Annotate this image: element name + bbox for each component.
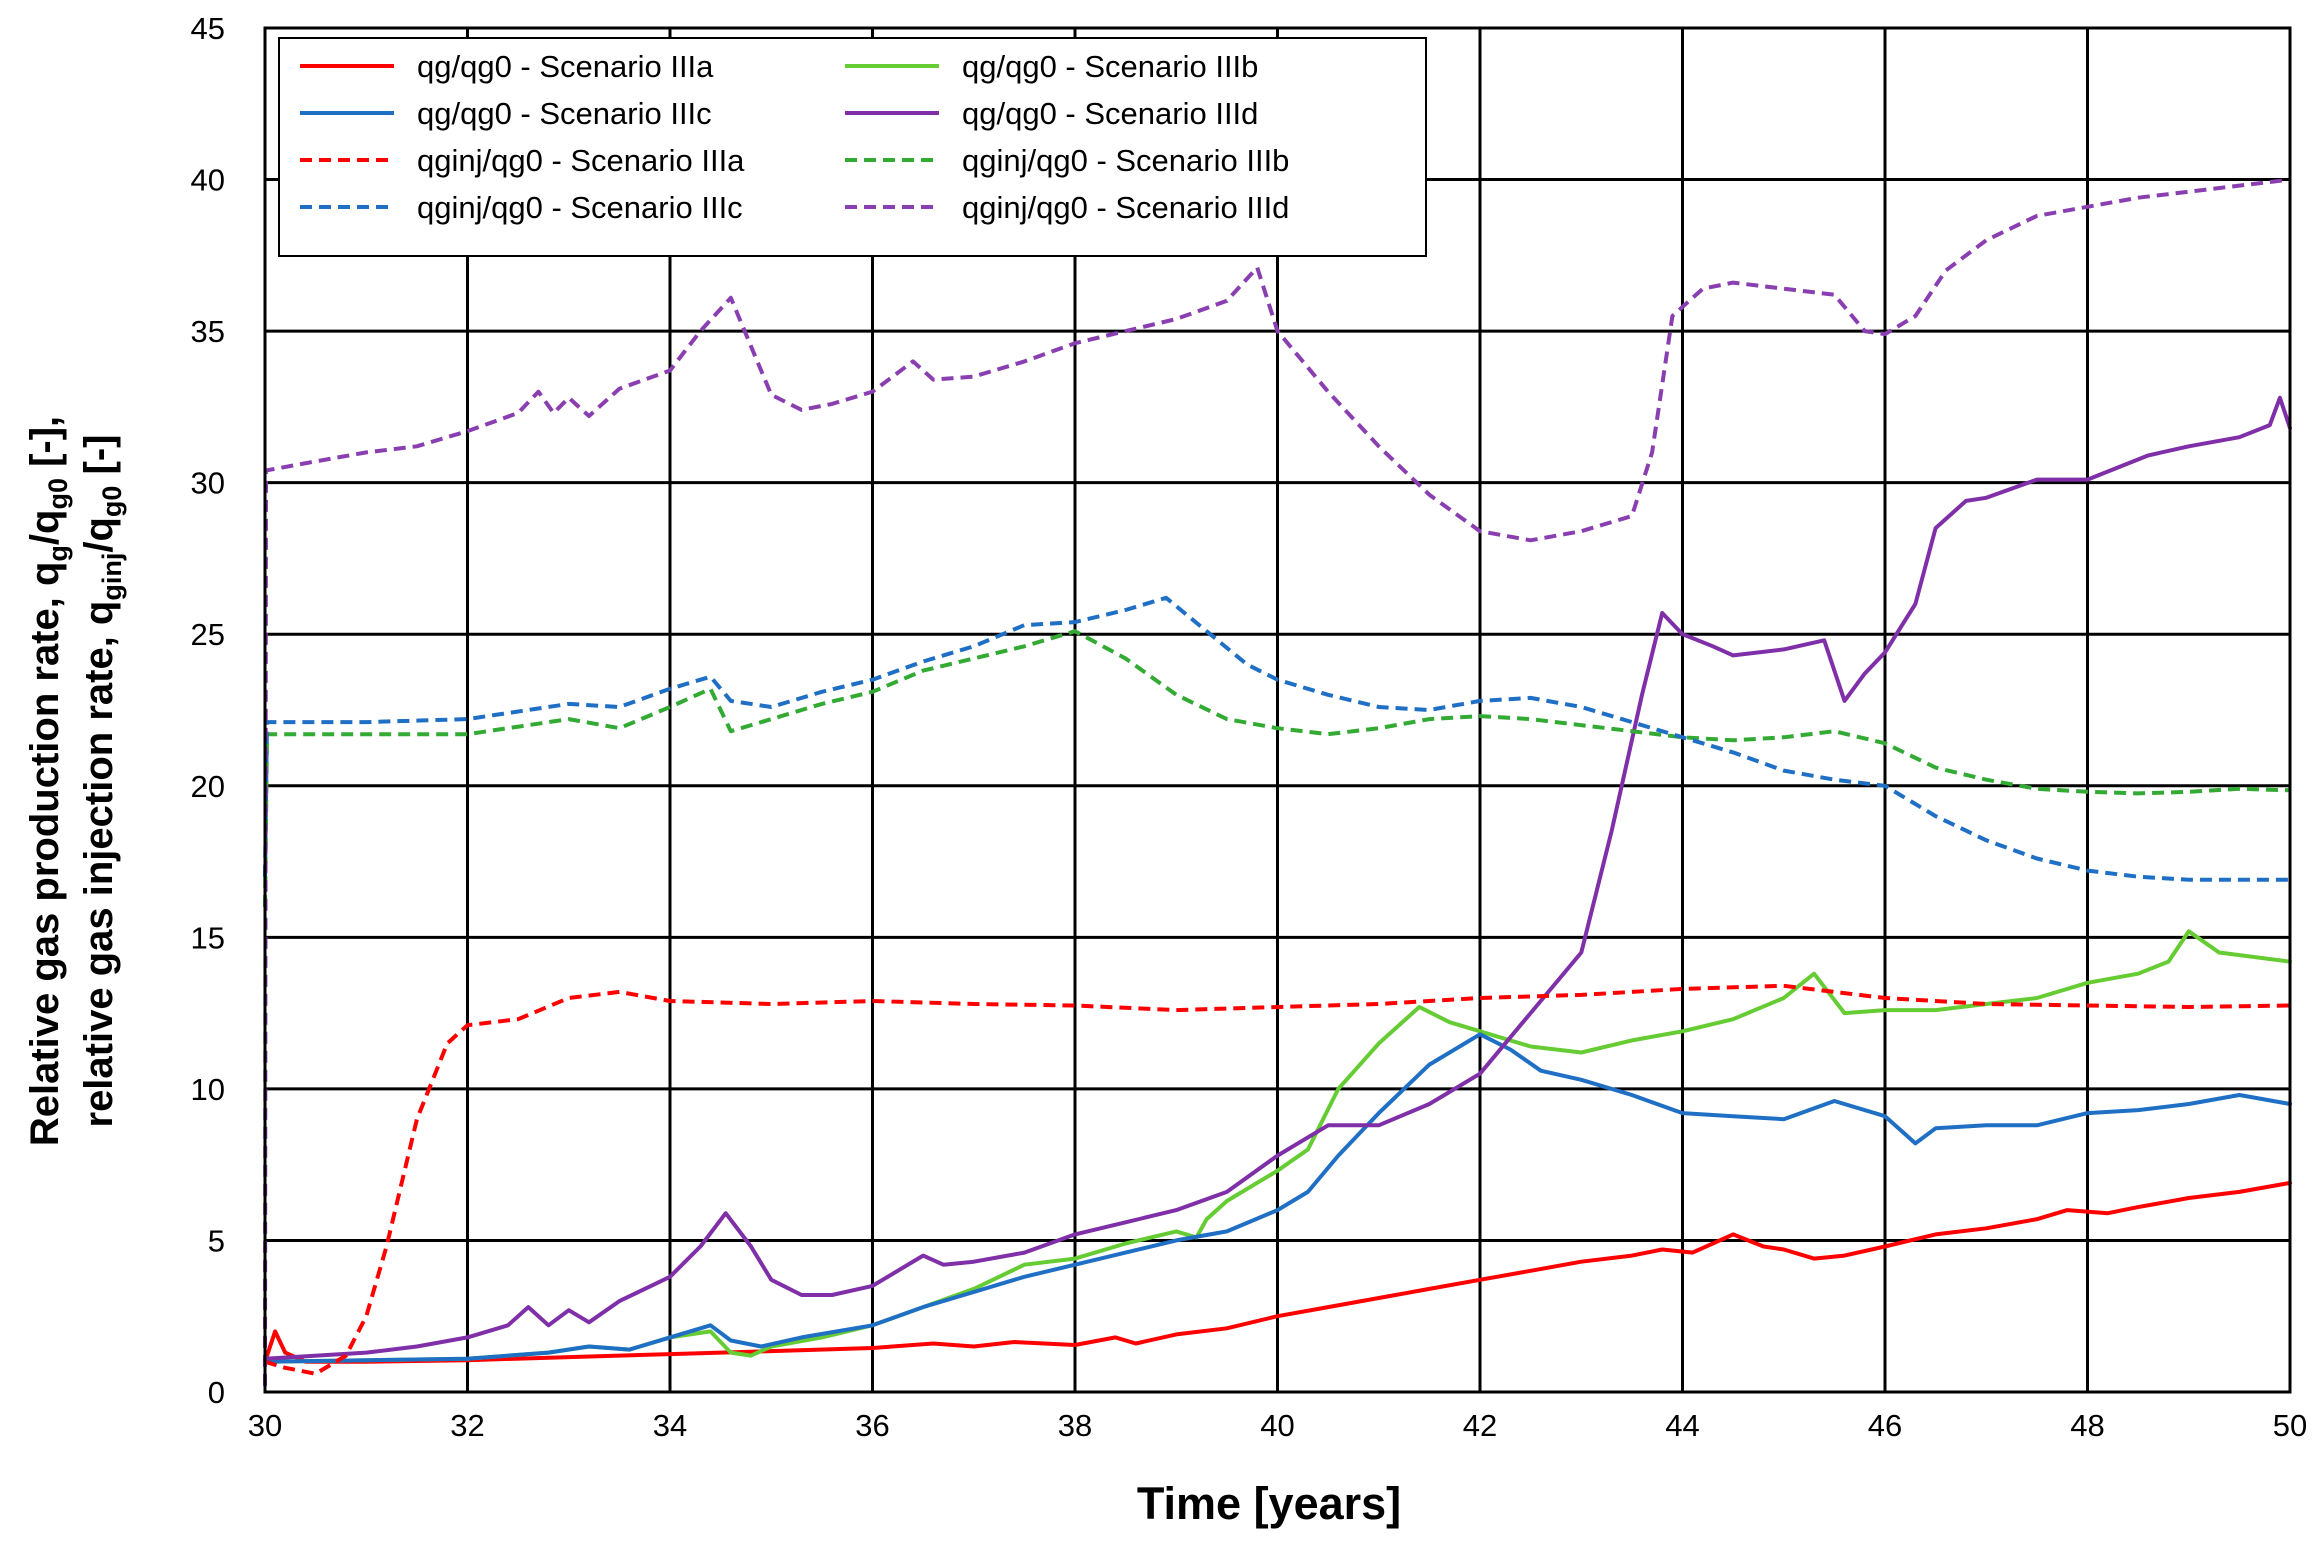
legend-label: qg/qg0 - Scenario IIIa [417, 49, 714, 84]
y-tick-label: 20 [191, 769, 225, 804]
y-tick-label: 40 [191, 163, 225, 198]
plot-frame [263, 26, 2292, 1394]
legend-label: qginj/qg0 - Scenario IIId [962, 190, 1289, 225]
y-tick-label: 45 [191, 11, 225, 46]
y-axis-title-end: [-] [77, 435, 121, 486]
y-tick-label: 5 [208, 1223, 225, 1258]
legend: qg/qg0 - Scenario IIIa qg/qg0 - Scenario … [278, 37, 1427, 257]
x-tick-label: 36 [855, 1408, 889, 1443]
y-axis-title-sub: g0 [97, 486, 127, 518]
y-axis-title-mid: /q [77, 517, 121, 553]
y-axis-title-mid: /q [23, 510, 67, 546]
y-tick-label: 10 [191, 1072, 225, 1107]
series-line-0 [263, 1180, 2292, 1364]
series-line-1 [263, 929, 2292, 1364]
x-tick-label: 38 [1058, 1408, 1092, 1443]
y-axis-title-sub: g0 [43, 478, 73, 510]
legend-label: qg/qg0 - Scenario IIId [962, 96, 1258, 131]
series-line-7 [263, 177, 2291, 1386]
x-tick-label: 34 [653, 1408, 687, 1443]
x-tick-label: 44 [1665, 1408, 1699, 1443]
legend-label: qginj/qg0 - Scenario IIIc [417, 190, 743, 225]
y-tick-label: 30 [191, 466, 225, 501]
y-axis-title-sub: ginj [97, 553, 127, 601]
x-tick-label: 40 [1260, 1408, 1294, 1443]
series-line-2 [263, 1032, 2292, 1364]
legend-label: qg/qg0 - Scenario IIIb [962, 49, 1258, 84]
y-tick-label: 35 [191, 314, 225, 349]
x-axis-title: Time [years] [1137, 1478, 1401, 1529]
y-tick-label: 25 [191, 617, 225, 652]
legend-box [278, 37, 1427, 257]
plot-area-border [263, 26, 2292, 1394]
y-axis-title-line1: Relative gas production rate, q [23, 562, 67, 1147]
x-tick-label: 50 [2273, 1408, 2307, 1443]
y-axis-title-sub: g [43, 545, 73, 562]
y-axis-title-line2: relative gas injection rate, q [77, 601, 121, 1128]
legend-label: qginj/qg0 - Scenario IIIb [962, 143, 1289, 178]
series-line-3 [263, 395, 2292, 1361]
x-tick-label: 48 [2070, 1408, 2104, 1443]
tick-labels: 0 5 10 15 20 25 30 35 40 45 30 32 34 36 38 40 42 44 46 48 50 [191, 11, 2308, 1443]
y-tick-label: 15 [191, 920, 225, 955]
y-axis-title-end: [-], [23, 416, 67, 478]
x-tick-label: 46 [1868, 1408, 1902, 1443]
series-lines [263, 177, 2292, 1386]
legend-label: qg/qg0 - Scenario IIIc [417, 96, 712, 131]
x-tick-label: 30 [248, 1408, 282, 1443]
svg-text:Relative gas production rate,: Relative gas production rate, qg/qg0 [-]… [23, 416, 73, 1146]
x-tick-label: 32 [450, 1408, 484, 1443]
x-tick-label: 42 [1463, 1408, 1497, 1443]
y-tick-label: 0 [208, 1375, 225, 1410]
series-line-4 [264, 983, 2291, 1376]
legend-label: qginj/qg0 - Scenario IIIa [417, 143, 745, 178]
y-axis-title: Relative gas production rate, qg/qg0 [-]… [23, 416, 127, 1146]
svg-text:relative gas injection rate, q: relative gas injection rate, qginj/qg0 [… [77, 435, 127, 1128]
